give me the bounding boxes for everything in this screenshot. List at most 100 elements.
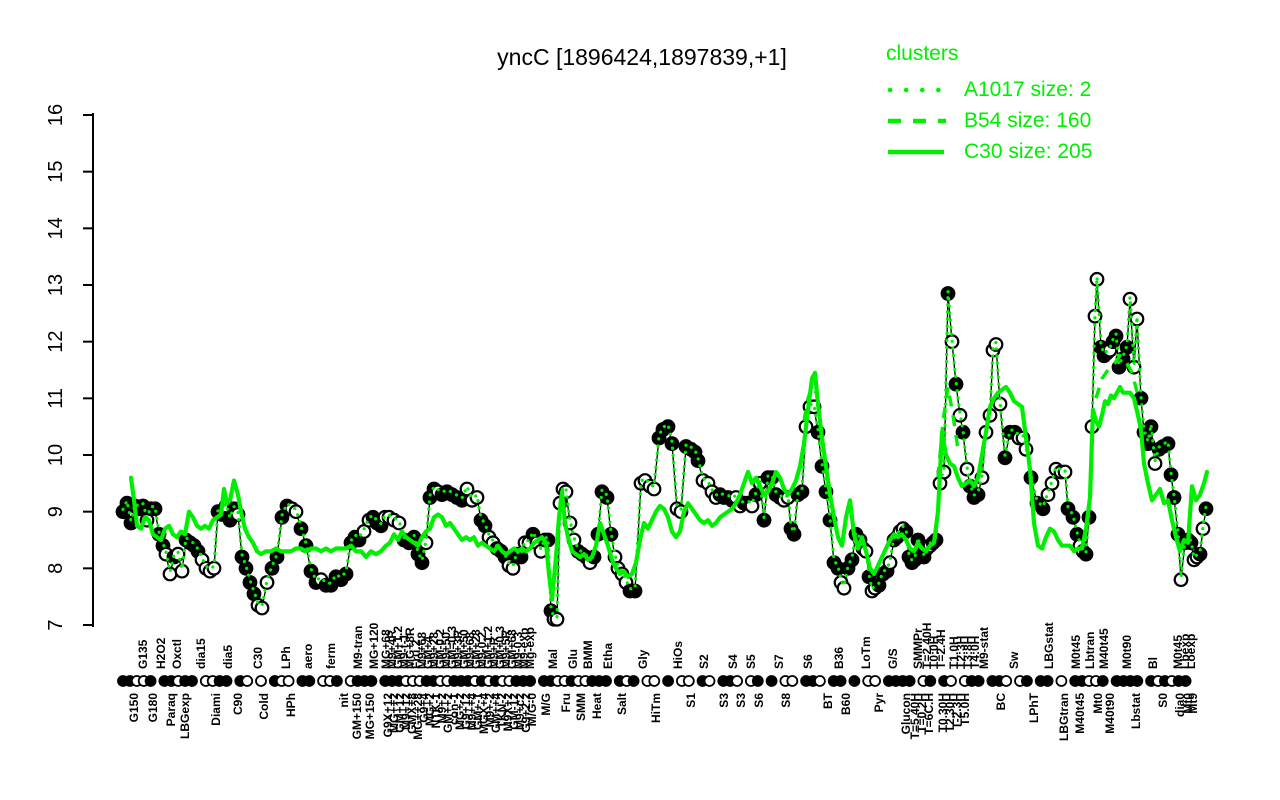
condition-label: M9+4R	[385, 630, 399, 669]
condition-label: GM+4	[421, 636, 435, 669]
condition-label: GM+1.2	[481, 626, 495, 669]
condition-marker	[648, 675, 661, 687]
condition-label: NTK-1	[429, 693, 443, 729]
condition-label: G135	[136, 639, 150, 669]
condition-marker	[1000, 675, 1013, 687]
condition-label: M9+12	[399, 693, 413, 730]
condition-label: M0t45	[1171, 635, 1185, 669]
condition-label: G9+4	[417, 693, 431, 723]
condition-label: Gly	[636, 649, 650, 669]
condition-label: dia15	[194, 638, 208, 669]
condition-marker	[1055, 675, 1068, 687]
condition-marker	[220, 675, 233, 687]
filled-point-marker	[338, 566, 354, 582]
condition-label: T=2.40H	[920, 623, 934, 669]
condition-label: M9-tran	[351, 626, 365, 669]
filled-point-marker	[664, 436, 680, 452]
condition-label: nit	[337, 693, 351, 708]
condition-marker	[731, 675, 743, 687]
condition-label: B60	[839, 693, 853, 715]
condition-marker	[144, 675, 157, 687]
open-point-marker	[646, 481, 662, 497]
condition-label: T=0.2H	[915, 693, 929, 733]
condition-marker	[869, 675, 881, 687]
condition-label: HPh	[284, 693, 298, 717]
open-point-marker	[206, 560, 222, 576]
condition-marker	[834, 675, 847, 687]
condition-label: M9+28	[427, 632, 441, 669]
condition-band	[117, 675, 1192, 687]
condition-label: HiOs	[671, 641, 685, 669]
condition-label: S5	[744, 654, 758, 669]
legend-entry-a1017: A1017 size: 2	[886, 74, 1092, 105]
condition-label: Heat	[590, 693, 604, 719]
open-point-marker	[882, 555, 898, 571]
condition-label: Lbtran	[1083, 632, 1097, 669]
condition-label: SMMPr	[911, 628, 925, 669]
condition-marker	[524, 675, 536, 687]
condition-label: LPh	[279, 646, 293, 669]
legend-entry-c30: C30 size: 205	[886, 136, 1092, 167]
condition-label: S4	[726, 654, 740, 669]
x-labels-top: G135 H2O2 Oxctl dia15 dia5 C30 LPh aero ferm M9-t…	[136, 622, 1198, 669]
condition-label: T0:0H	[927, 636, 941, 669]
condition-label: LBGtran	[1057, 693, 1071, 741]
condition-label: T2.30H	[943, 693, 957, 732]
condition-label: H2O2	[154, 637, 168, 669]
condition-label: G9+2.2	[519, 693, 533, 733]
legend-label: A1017 size: 2	[964, 77, 1092, 101]
legend-label: B54 size: 160	[964, 108, 1092, 132]
condition-label: S8	[779, 693, 793, 708]
condition-label: LBGexp	[178, 693, 192, 739]
condition-marker	[241, 675, 254, 687]
filled-point-marker	[147, 501, 163, 517]
condition-marker	[1131, 675, 1144, 687]
y-tick-label: 10	[45, 444, 67, 466]
condition-marker	[1179, 675, 1192, 687]
condition-label: GM+28	[469, 629, 483, 669]
condition-label: M9-0.3	[511, 631, 525, 669]
condition-label: MG+120	[367, 622, 381, 669]
condition-label: T3:8H	[961, 636, 975, 669]
condition-label: Mt0	[1181, 693, 1195, 714]
condition-label: M9-stat	[977, 627, 991, 669]
condition-label: Sw	[1007, 651, 1021, 669]
filled-point-marker	[414, 555, 430, 571]
condition-label: G9+12	[459, 693, 473, 730]
condition-marker	[1041, 675, 1054, 687]
condition-label: SMM	[574, 693, 588, 721]
condition-label: M0t45	[1069, 635, 1083, 669]
condition-label: S3	[717, 693, 731, 708]
open-point-marker	[549, 611, 565, 627]
filled-point-marker	[690, 453, 706, 469]
condition-label: M9+5R	[499, 630, 513, 669]
condition-marker	[682, 675, 695, 687]
condition-marker	[924, 675, 937, 687]
condition-label: T5.0H	[958, 693, 972, 726]
condition-marker	[365, 675, 378, 687]
x-labels-bottom: G150 G180 Paraq LBGexp Diami C90 Cold HPh nit GM+…	[127, 692, 1200, 741]
condition-label: M9+50	[439, 632, 453, 669]
condition-marker	[662, 675, 674, 687]
condition-label: Paraq	[164, 693, 178, 726]
filled-point-marker	[756, 512, 772, 528]
condition-label: LBGstat	[1042, 622, 1056, 669]
condition-label: Fru.2	[409, 639, 423, 669]
condition-marker	[186, 675, 198, 687]
condition-label: Mt0	[1091, 693, 1105, 714]
condition-label: M9+c2	[513, 693, 527, 730]
condition-label: T1.0H	[947, 636, 961, 669]
condition-label: S7	[772, 654, 786, 669]
condition-label: dia5	[221, 645, 235, 669]
condition-label: S6	[801, 654, 815, 669]
gene-line	[122, 279, 1207, 620]
condition-label: Lbstat	[1129, 693, 1143, 729]
condition-marker	[903, 675, 916, 687]
filled-point-marker	[1065, 509, 1081, 525]
condition-label: GM++4	[489, 693, 503, 733]
y-tick-label: 12	[45, 331, 67, 353]
open-point-marker	[254, 600, 270, 616]
condition-marker	[1096, 675, 1109, 687]
